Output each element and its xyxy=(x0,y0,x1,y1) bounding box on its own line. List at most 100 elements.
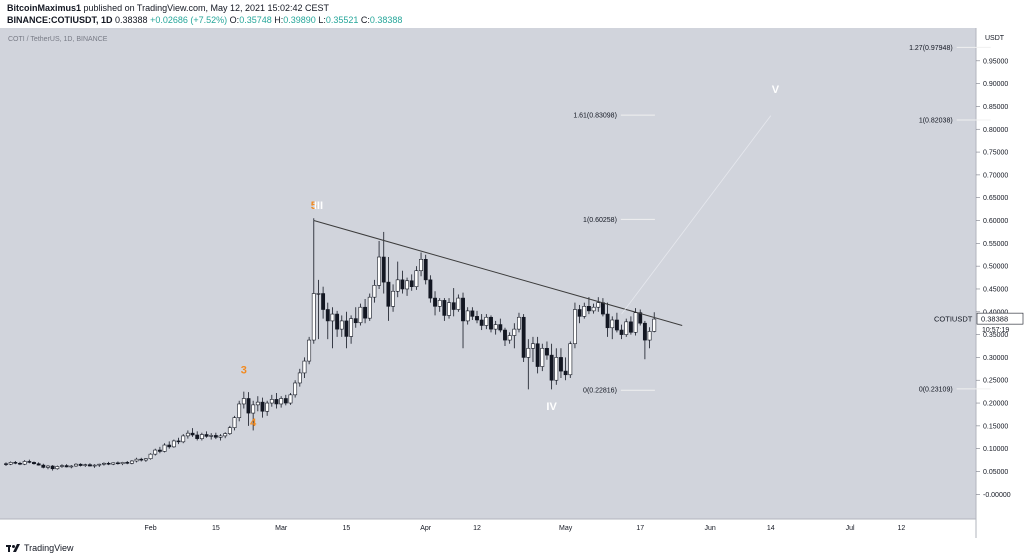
candle-body xyxy=(246,398,251,414)
x-tick-label: Mar xyxy=(275,525,288,532)
close-label: C: xyxy=(360,15,370,25)
y-tick-label: 0.55000 xyxy=(983,241,1008,248)
candle-body xyxy=(18,462,22,465)
tradingview-logo[interactable]: TradingView xyxy=(6,542,74,554)
candle-body xyxy=(139,458,144,461)
candle-body xyxy=(125,462,130,464)
candle-body xyxy=(330,313,335,322)
plot-background xyxy=(0,28,976,519)
wave-label: V xyxy=(772,84,780,96)
publish-info: BitcoinMaximus1 published on TradingView… xyxy=(7,3,329,13)
candle-body xyxy=(540,347,545,367)
candle-body xyxy=(377,256,382,286)
chart-header: BitcoinMaximus1 published on TradingView… xyxy=(0,0,1024,28)
price-axis-unit: USDT xyxy=(985,35,1005,42)
candle-body xyxy=(423,259,428,281)
x-tick-label: Jun xyxy=(705,525,716,532)
candle-body xyxy=(605,313,610,329)
candle-body xyxy=(283,398,288,404)
y-tick-label: 0.60000 xyxy=(983,218,1008,225)
y-tick-label: 0.70000 xyxy=(983,172,1008,179)
time-axis[interactable] xyxy=(0,519,976,538)
candle-body xyxy=(405,280,409,290)
candle-body xyxy=(153,449,158,455)
symbol-label[interactable]: BINANCE:COTIUSDT, 1D xyxy=(7,15,113,25)
y-tick-label: 0.65000 xyxy=(983,195,1008,202)
candle-body xyxy=(209,435,214,437)
fib-label: 1.61(0.83098) xyxy=(573,113,617,120)
candle-body xyxy=(185,432,190,437)
x-tick-label: 17 xyxy=(636,525,644,532)
candle-body xyxy=(279,398,284,405)
x-tick-label: Jul xyxy=(846,525,855,532)
candle-body xyxy=(349,318,354,337)
candle-body xyxy=(456,297,461,310)
candle-body xyxy=(325,309,330,322)
candle-body xyxy=(339,320,344,330)
candle-body xyxy=(227,427,232,434)
candle-body xyxy=(241,398,246,405)
candle-body xyxy=(489,316,493,330)
last-price: 0.38388 xyxy=(115,15,148,25)
candle-body xyxy=(269,399,274,404)
candle-body xyxy=(22,461,27,465)
fib-label: 0(0.23109) xyxy=(919,386,953,393)
candle-body xyxy=(591,306,596,312)
close-value: 0.38388 xyxy=(369,15,403,25)
candle-body xyxy=(297,372,302,384)
candle-body xyxy=(554,357,559,381)
candle-body xyxy=(475,316,479,321)
fib-label: 1.27(0.97948) xyxy=(909,45,953,52)
wave-label: 5 xyxy=(311,200,317,212)
candle-body xyxy=(13,462,18,464)
candle-body xyxy=(400,279,405,290)
candle-body xyxy=(167,444,172,448)
price-change: +0.02686 (+7.52%) xyxy=(150,15,228,25)
candle-body xyxy=(190,432,195,436)
tradingview-icon xyxy=(6,544,20,552)
candlestick-chart[interactable]: COTI / TetherUS, 1D, BINANCE USDT 0.9500… xyxy=(0,28,1024,538)
candle-body xyxy=(652,318,657,332)
current-price-tag: COTIUSDT 0.38388 10:57:19 xyxy=(934,312,1024,334)
publisher-name[interactable]: BitcoinMaximus1 xyxy=(7,3,82,13)
candle-body xyxy=(92,464,97,467)
candle-body xyxy=(428,279,433,299)
y-tick-label: 0.30000 xyxy=(983,355,1008,362)
candle-body xyxy=(372,285,377,298)
candle-body xyxy=(451,302,456,310)
y-tick-label: 0.25000 xyxy=(983,378,1008,385)
candle-body xyxy=(363,306,368,319)
candle-body xyxy=(60,465,64,467)
candle-body xyxy=(307,339,312,362)
candle-body xyxy=(204,434,209,437)
y-tick-label: 0.45000 xyxy=(983,286,1008,293)
candle-body xyxy=(27,461,32,463)
high-label: H: xyxy=(274,15,284,25)
candle-body xyxy=(353,318,358,324)
candle-body xyxy=(162,444,167,452)
candle-body xyxy=(577,309,582,317)
candle-body xyxy=(223,433,228,437)
wave-label: 4 xyxy=(250,417,257,429)
footer: TradingView xyxy=(0,538,1024,560)
price-axis[interactable] xyxy=(976,28,1024,538)
candle-body xyxy=(549,354,554,381)
x-tick-label: 15 xyxy=(343,525,351,532)
candle-body xyxy=(573,309,577,345)
y-tick-label: 0.20000 xyxy=(983,401,1008,408)
tradingview-brand: TradingView xyxy=(24,543,74,553)
candle-body xyxy=(4,463,8,465)
candle-body xyxy=(199,434,204,439)
y-tick-label: 0.80000 xyxy=(983,127,1008,134)
candle-body xyxy=(358,306,363,324)
candle-body xyxy=(633,312,638,333)
candle-body xyxy=(386,281,391,307)
y-tick-label: 0.35000 xyxy=(983,332,1008,339)
candle-body xyxy=(638,312,643,324)
y-tick-label: 0.15000 xyxy=(983,423,1008,430)
candle-body xyxy=(628,321,633,333)
candle-body xyxy=(97,463,102,466)
candle-body xyxy=(493,324,498,330)
candle-body xyxy=(293,382,298,396)
